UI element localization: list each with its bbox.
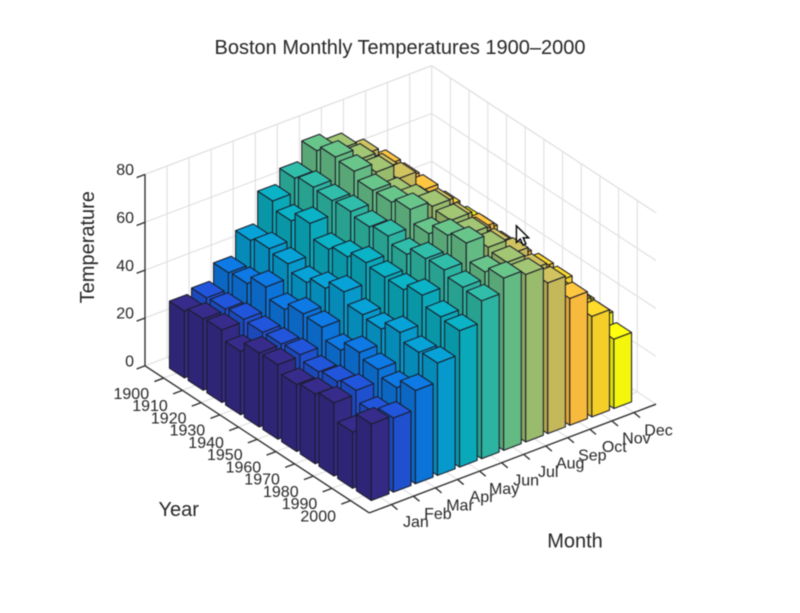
svg-text:1940: 1940 <box>188 435 224 452</box>
svg-text:2000: 2000 <box>300 508 336 525</box>
svg-text:Apr: Apr <box>470 489 496 506</box>
svg-text:May: May <box>489 481 519 498</box>
svg-text:0: 0 <box>125 354 134 371</box>
svg-text:80: 80 <box>116 162 134 179</box>
svg-text:1980: 1980 <box>263 484 299 501</box>
svg-text:Dec: Dec <box>644 422 672 439</box>
svg-text:Oct: Oct <box>602 439 627 456</box>
svg-text:Temperature: Temperature <box>77 191 99 303</box>
svg-text:1900: 1900 <box>114 386 150 403</box>
svg-text:1920: 1920 <box>151 410 187 427</box>
svg-text:1950: 1950 <box>207 447 243 464</box>
svg-text:20: 20 <box>116 306 134 323</box>
svg-text:Jun: Jun <box>513 472 539 489</box>
svg-text:Jul: Jul <box>538 464 558 481</box>
svg-text:Aug: Aug <box>556 456 584 473</box>
svg-text:1930: 1930 <box>170 423 206 440</box>
svg-text:Jan: Jan <box>403 514 429 531</box>
svg-text:40: 40 <box>116 258 134 275</box>
svg-text:Sep: Sep <box>578 447 607 464</box>
svg-text:1910: 1910 <box>132 398 168 415</box>
svg-text:1970: 1970 <box>244 472 280 489</box>
svg-text:Nov: Nov <box>622 431 650 448</box>
svg-text:Mar: Mar <box>446 498 474 515</box>
svg-text:1990: 1990 <box>282 496 318 513</box>
svg-text:60: 60 <box>116 210 134 227</box>
svg-text:Month: Month <box>547 531 603 553</box>
svg-text:1960: 1960 <box>226 459 262 476</box>
svg-text:Feb: Feb <box>424 506 452 523</box>
svg-text:Boston Monthly Temperatures 19: Boston Monthly Temperatures 1900–2000 <box>215 37 586 59</box>
svg-text:Year: Year <box>158 499 199 521</box>
